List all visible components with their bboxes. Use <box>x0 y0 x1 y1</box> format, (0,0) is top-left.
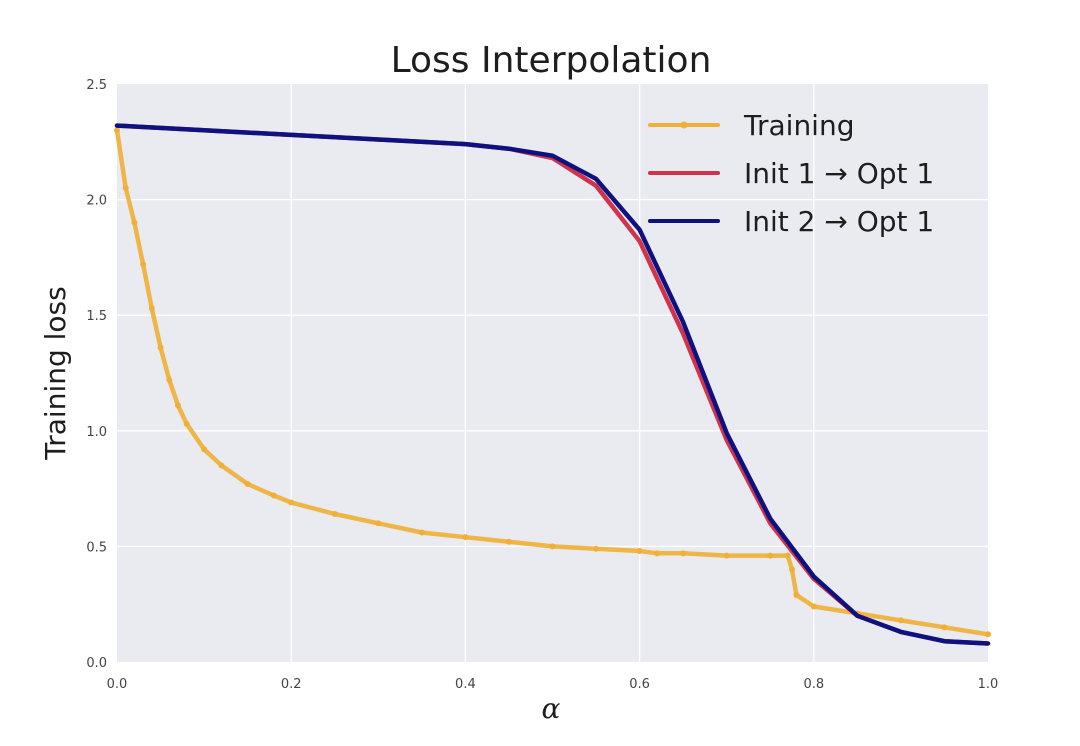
training-point <box>767 552 774 559</box>
training-point <box>131 219 138 226</box>
training-point <box>122 185 129 192</box>
x-tick-label: 0.0 <box>107 677 128 692</box>
x-axis-label: α <box>542 692 561 725</box>
training-point <box>270 492 277 499</box>
y-axis-label: Training loss <box>39 286 72 460</box>
training-point <box>174 402 181 409</box>
training-point <box>784 552 791 559</box>
training-point <box>114 127 120 134</box>
training-point <box>549 543 556 550</box>
training-point <box>654 550 661 557</box>
training-point <box>941 624 948 631</box>
x-tick-label: 0.8 <box>803 677 824 692</box>
y-tick-label: 1.5 <box>86 309 107 324</box>
training-point <box>593 545 600 552</box>
training-point <box>157 344 164 351</box>
x-tick-label: 0.4 <box>455 677 476 692</box>
training-point <box>723 552 730 559</box>
legend-label-init2: Init 2 → Opt 1 <box>744 205 934 238</box>
training-point <box>897 617 904 624</box>
training-point <box>793 591 800 598</box>
y-tick-label: 2.0 <box>86 194 107 209</box>
y-axis-ticks: 0.0 0.5 1.0 1.5 2.0 2.5 <box>86 78 107 671</box>
training-line <box>114 127 991 637</box>
training-point <box>462 534 469 541</box>
legend: Training Init 1 → Opt 1 Init 2 → Opt 1 <box>648 109 934 238</box>
training-point <box>183 420 190 427</box>
training-point <box>140 261 147 268</box>
y-tick-label: 2.5 <box>86 78 107 93</box>
training-point <box>636 548 643 555</box>
legend-label-init1: Init 1 → Opt 1 <box>744 157 934 190</box>
x-tick-label: 0.2 <box>281 677 302 692</box>
y-tick-label: 0.5 <box>86 540 107 555</box>
x-axis-ticks: 0.0 0.2 0.4 0.6 0.8 1.0 <box>107 677 999 692</box>
legend-label-training: Training <box>743 109 854 142</box>
x-tick-label: 0.6 <box>629 677 650 692</box>
training-point <box>331 511 338 518</box>
y-tick-label: 1.0 <box>86 425 107 440</box>
series-lines <box>114 123 991 646</box>
training-point <box>789 566 796 573</box>
init2-opt1-line <box>114 123 991 646</box>
training-point <box>505 538 512 545</box>
training-point <box>288 499 295 506</box>
training-point <box>985 631 991 638</box>
training-point <box>148 305 155 312</box>
training-point <box>201 446 208 453</box>
chart-title: Loss Interpolation <box>391 40 712 81</box>
training-point <box>680 550 687 557</box>
training-point <box>218 462 225 469</box>
training-point <box>166 376 173 383</box>
grid <box>117 84 988 662</box>
legend-marker-training <box>680 121 688 129</box>
x-tick-label: 1.0 <box>978 677 999 692</box>
training-point <box>244 480 251 487</box>
y-tick-label: 0.0 <box>86 656 107 671</box>
plot-area <box>117 84 988 662</box>
training-point <box>375 520 382 527</box>
training-point <box>810 603 817 610</box>
training-point <box>418 529 425 536</box>
